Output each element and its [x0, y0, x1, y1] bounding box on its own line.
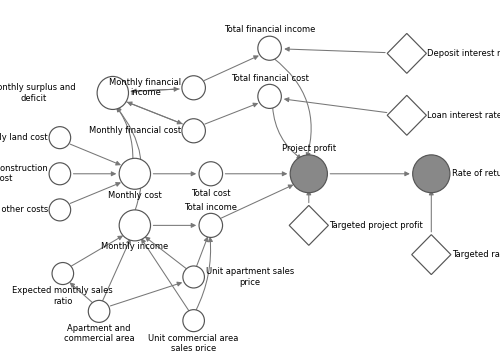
Text: Apartment and
commercial area: Apartment and commercial area	[64, 324, 134, 344]
Text: Monthly other costs: Monthly other costs	[0, 205, 48, 214]
Text: Deposit interest rate: Deposit interest rate	[428, 49, 500, 58]
Text: Monthly land cost: Monthly land cost	[0, 133, 48, 142]
Ellipse shape	[88, 300, 110, 322]
Polygon shape	[289, 205, 329, 245]
Text: Expected monthly sales
ratio: Expected monthly sales ratio	[12, 286, 113, 306]
Ellipse shape	[290, 155, 328, 193]
Text: Targeted rate of return: Targeted rate of return	[452, 250, 500, 259]
Ellipse shape	[119, 210, 150, 241]
Text: Loan interest rate: Loan interest rate	[428, 111, 500, 120]
Polygon shape	[387, 33, 426, 73]
Polygon shape	[387, 95, 426, 135]
Ellipse shape	[97, 77, 128, 110]
Text: Monthly income: Monthly income	[101, 242, 168, 251]
Text: Monthly financial
income: Monthly financial income	[110, 78, 182, 98]
Text: Monthly cost: Monthly cost	[108, 191, 162, 200]
Ellipse shape	[52, 263, 74, 285]
Ellipse shape	[119, 158, 150, 189]
Text: Total financial income: Total financial income	[224, 26, 316, 34]
Ellipse shape	[258, 36, 281, 60]
Text: Project profit: Project profit	[282, 144, 336, 153]
Text: Monthly financial cost: Monthly financial cost	[90, 126, 182, 135]
Ellipse shape	[412, 155, 450, 193]
Ellipse shape	[49, 163, 70, 185]
Text: Total cost: Total cost	[191, 188, 230, 198]
Text: Total income: Total income	[184, 203, 238, 212]
Text: Monthly surplus and
deficit: Monthly surplus and deficit	[0, 83, 76, 102]
Text: Targeted project profit: Targeted project profit	[330, 221, 423, 230]
Text: Monthly construction
cost: Monthly construction cost	[0, 164, 48, 184]
Ellipse shape	[182, 119, 206, 143]
Ellipse shape	[49, 127, 70, 149]
Ellipse shape	[199, 162, 222, 186]
Ellipse shape	[183, 266, 204, 288]
Ellipse shape	[183, 310, 204, 332]
Text: Total financial cost: Total financial cost	[230, 74, 308, 82]
Text: Unit commercial area
sales price: Unit commercial area sales price	[148, 334, 239, 351]
Ellipse shape	[199, 213, 222, 237]
Text: Unit apartment sales
price: Unit apartment sales price	[206, 267, 294, 287]
Ellipse shape	[182, 76, 206, 100]
Ellipse shape	[49, 199, 70, 221]
Polygon shape	[412, 235, 451, 274]
Text: Rate of return: Rate of return	[452, 169, 500, 178]
Ellipse shape	[258, 84, 281, 108]
